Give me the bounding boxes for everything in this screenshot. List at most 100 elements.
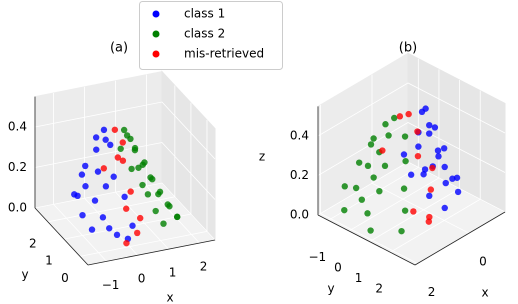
legend-marker	[152, 50, 160, 58]
data-point	[129, 222, 136, 229]
data-point	[173, 213, 181, 221]
data-point	[147, 174, 154, 181]
data-point	[364, 162, 372, 170]
data-point	[91, 197, 99, 204]
data-point	[164, 201, 171, 208]
data-point	[370, 135, 377, 142]
data-point	[100, 126, 108, 134]
data-point	[382, 121, 389, 128]
z-tick-label: 0.4	[8, 120, 27, 134]
data-point	[415, 143, 422, 150]
data-point	[405, 110, 412, 118]
legend-label: class 2	[184, 27, 225, 41]
z-tick-label: 0.4	[290, 129, 309, 143]
data-point	[123, 132, 131, 139]
data-point	[441, 163, 448, 171]
data-point	[402, 157, 409, 165]
data-point	[364, 210, 371, 217]
data-point	[113, 231, 121, 239]
y-tick-label: 0	[334, 260, 342, 274]
data-point	[123, 205, 130, 212]
y-tick-label: 2	[29, 236, 37, 250]
data-point	[407, 171, 415, 178]
grid-line	[34, 101, 216, 160]
x-tick-label: 0	[479, 255, 487, 269]
data-point	[88, 226, 96, 233]
data-point	[82, 183, 89, 190]
x-axis	[87, 239, 216, 266]
data-point	[100, 165, 108, 172]
data-point	[131, 146, 139, 154]
data-point	[94, 168, 102, 175]
legend-label: mis-retrieved	[184, 47, 264, 61]
data-point	[385, 132, 392, 139]
y-axis-label: y	[327, 282, 334, 296]
data-point	[414, 152, 422, 160]
data-point	[426, 192, 433, 200]
data-point	[123, 239, 130, 247]
grid-line	[34, 142, 216, 200]
z-tick-label: 0.2	[8, 160, 27, 174]
x-tick-label: 0	[138, 272, 146, 286]
data-point	[119, 157, 127, 164]
data-point	[102, 136, 109, 143]
data-point	[79, 211, 86, 219]
data-point	[78, 171, 86, 178]
data-point	[429, 164, 436, 172]
data-point	[107, 141, 114, 149]
data-point	[379, 147, 386, 154]
y-tick-label: 1	[355, 271, 363, 285]
x-tick-label: 2	[200, 260, 208, 274]
y-tick-label: 2	[375, 282, 383, 296]
data-point	[425, 218, 433, 225]
data-point	[427, 186, 435, 193]
y-axis	[317, 214, 416, 266]
legend-marker	[152, 10, 160, 18]
data-point	[71, 191, 78, 198]
data-point	[401, 207, 409, 214]
legend-box	[139, 1, 283, 70]
data-point	[341, 206, 348, 214]
y-tick-label: −1	[308, 250, 326, 264]
data-point	[400, 185, 408, 192]
data-point	[134, 229, 141, 237]
data-point	[381, 162, 389, 170]
data-point	[434, 147, 442, 154]
data-point	[137, 214, 144, 222]
y-axis	[34, 207, 89, 266]
grid-line	[34, 182, 216, 241]
data-point	[355, 159, 363, 166]
x-tick-label: 2	[428, 285, 436, 299]
data-point	[367, 227, 374, 234]
data-point	[421, 166, 429, 173]
data-point	[401, 133, 409, 140]
data-point	[449, 175, 456, 182]
y-tick-label: 1	[45, 254, 53, 268]
data-point	[155, 190, 162, 198]
x-axis-label: x	[166, 291, 173, 304]
y-tick-label: 0	[61, 271, 69, 285]
data-point	[441, 204, 448, 212]
data-point	[400, 151, 408, 158]
data-point	[341, 183, 348, 190]
data-point	[358, 196, 366, 203]
data-point	[121, 193, 128, 201]
data-point	[160, 220, 167, 227]
data-point	[410, 208, 417, 215]
legend-marker	[152, 30, 160, 38]
data-point	[135, 164, 142, 171]
data-point	[426, 130, 433, 137]
data-point	[120, 126, 128, 134]
data-point	[128, 165, 135, 173]
grid-line	[317, 122, 506, 176]
data-point	[420, 171, 427, 178]
data-point	[144, 191, 152, 198]
z-tick-label: 0.2	[290, 168, 309, 182]
data-point	[442, 179, 449, 187]
data-point	[127, 188, 134, 195]
subplot-title: (b)	[399, 41, 417, 56]
z-axis-label: z	[259, 150, 265, 164]
